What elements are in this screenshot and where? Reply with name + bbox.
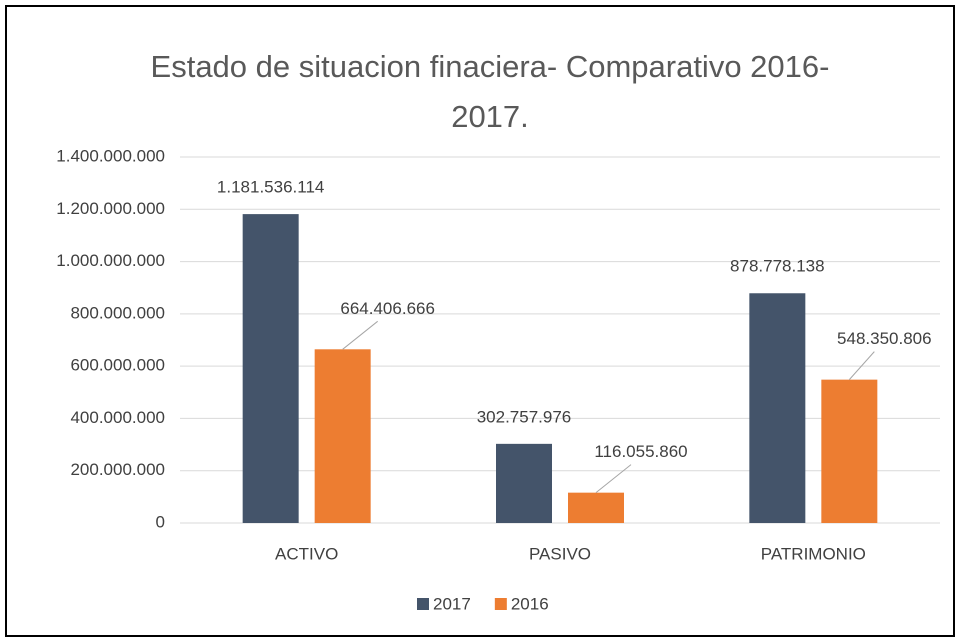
y-tick-label: 1.200.000.000 <box>56 199 165 218</box>
y-tick-label: 1.400.000.000 <box>56 146 165 165</box>
legend-label: 2016 <box>511 594 549 613</box>
leader-line <box>342 320 378 350</box>
y-tick-label: 0 <box>156 512 165 531</box>
data-label: 116.055.860 <box>594 442 687 461</box>
y-tick-label: 800.000.000 <box>70 303 165 322</box>
bar <box>314 349 371 523</box>
legend-swatch <box>417 598 429 610</box>
data-label: 878.778.138 <box>730 257 825 276</box>
data-label: 664.406.666 <box>340 299 435 318</box>
bar <box>568 492 624 523</box>
legend-label: 2017 <box>433 594 471 613</box>
bar <box>496 443 552 523</box>
y-tick-label: 600.000.000 <box>70 356 165 375</box>
y-tick-label: 200.000.000 <box>70 460 165 479</box>
bar <box>242 214 299 523</box>
data-label: 302.757.976 <box>477 407 572 426</box>
bar <box>749 293 806 523</box>
leader-line <box>595 464 632 494</box>
y-tick-label: 1.000.000.000 <box>56 251 165 270</box>
chart-title: Estado de situacion finaciera- Comparati… <box>150 49 830 134</box>
x-tick-label: PASIVO <box>529 544 591 563</box>
x-tick-label: ACTIVO <box>275 544 338 563</box>
data-label: 548.350.806 <box>837 329 932 348</box>
legend-swatch <box>494 598 507 610</box>
chart-frame <box>5 5 955 637</box>
y-tick-label: 400.000.000 <box>70 408 165 427</box>
data-label: 1.181.536.114 <box>217 178 324 197</box>
bar <box>821 379 878 523</box>
x-tick-label: PATRIMONIO <box>761 544 866 563</box>
leader-line <box>848 351 875 380</box>
